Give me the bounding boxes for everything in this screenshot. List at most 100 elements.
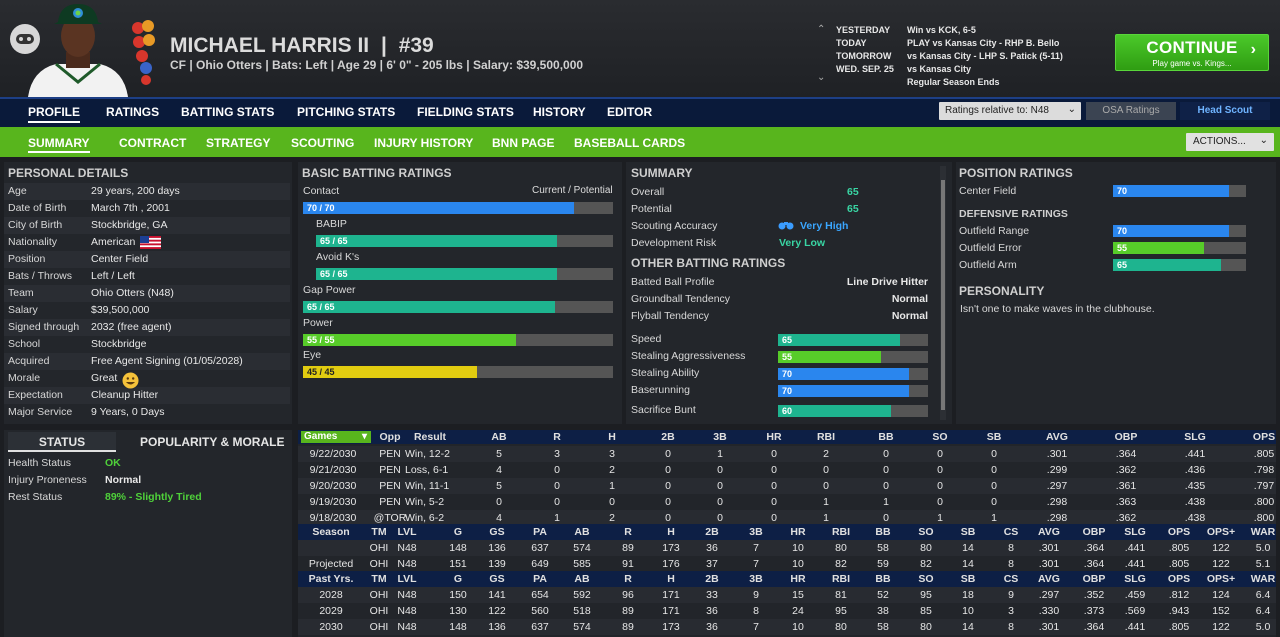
tab-editor[interactable]: EDITOR: [607, 105, 653, 119]
season-col-header[interactable]: WAR: [1250, 526, 1276, 538]
back-button[interactable]: [10, 24, 40, 54]
season-col-header[interactable]: SB: [960, 526, 976, 538]
subtab-bnn-page[interactable]: BNN PAGE: [492, 136, 555, 150]
games-cell[interactable]: 9/20/2030: [309, 480, 357, 492]
games-cell[interactable]: 9/22/2030: [309, 448, 357, 460]
season-col-header[interactable]: PA: [533, 526, 547, 538]
season-cell: 82: [835, 558, 847, 570]
games-cell[interactable]: 9/19/2030: [309, 496, 357, 508]
games-col-header[interactable]: AB: [491, 431, 507, 443]
season-col-header[interactable]: RBI: [831, 526, 851, 538]
ratings-relative-select[interactable]: Ratings relative to: N48 ⌄: [939, 102, 1081, 120]
schedule-text-0[interactable]: Win vs KCK, 6-5: [907, 25, 976, 35]
tab-history[interactable]: HISTORY: [533, 105, 586, 119]
games-col-header[interactable]: OBP: [1114, 431, 1138, 443]
season-col-header[interactable]: HR: [790, 573, 806, 585]
season-col-header[interactable]: Past Yrs.: [308, 573, 354, 585]
season-col-header[interactable]: CS: [1003, 573, 1019, 585]
games-col-header[interactable]: SB: [986, 431, 1002, 443]
schedule-text-3[interactable]: vs Kansas City: [907, 64, 972, 74]
season-col-header[interactable]: OPS: [1167, 526, 1191, 538]
schedule-down-icon[interactable]: ⌄: [817, 72, 826, 83]
games-col-header[interactable]: BB: [878, 431, 894, 443]
season-col-header[interactable]: LVL: [397, 526, 417, 538]
continue-button[interactable]: CONTINUE Play game vs. Kings... ›: [1115, 34, 1269, 71]
season-col-header[interactable]: AVG: [1038, 526, 1060, 538]
subtab-strategy[interactable]: STRATEGY: [206, 136, 271, 150]
season-col-header[interactable]: 2B: [705, 526, 719, 538]
season-col-header[interactable]: OPS+: [1206, 573, 1236, 585]
season-col-header[interactable]: RBI: [831, 573, 851, 585]
season-col-header[interactable]: H: [667, 526, 675, 538]
season-col-header[interactable]: CS: [1003, 526, 1019, 538]
season-col-header[interactable]: OPS: [1167, 573, 1191, 585]
subtab-baseball-cards[interactable]: BASEBALL CARDS: [574, 136, 686, 150]
season-col-header[interactable]: GS: [489, 526, 505, 538]
season-col-header[interactable]: SB: [960, 573, 976, 585]
season-col-header[interactable]: TM: [371, 573, 387, 585]
season-col-header[interactable]: OBP: [1082, 573, 1106, 585]
season-col-header[interactable]: TM: [371, 526, 387, 538]
tab-batting-stats[interactable]: BATTING STATS: [181, 105, 275, 119]
subtab-injury-history[interactable]: INJURY HISTORY: [374, 136, 474, 150]
season-col-header[interactable]: GS: [489, 573, 505, 585]
season-col-header[interactable]: G: [453, 526, 463, 538]
games-col-header[interactable]: H: [608, 431, 616, 443]
season-col-header[interactable]: G: [453, 573, 463, 585]
games-col-header[interactable]: OPS: [1252, 431, 1276, 443]
schedule-text-2[interactable]: vs Kansas City - LHP S. Patick (5-11): [907, 51, 1063, 61]
season-col-header[interactable]: BB: [875, 526, 891, 538]
games-col-header[interactable]: 2B: [661, 431, 675, 443]
tab-fielding-stats[interactable]: FIELDING STATS: [417, 105, 514, 119]
subtab-summary[interactable]: SUMMARY: [28, 136, 90, 153]
games-col-header[interactable]: 3B: [713, 431, 727, 443]
games-cell[interactable]: 9/18/2030: [309, 512, 357, 524]
season-col-header[interactable]: BB: [875, 573, 891, 585]
subtab-contract[interactable]: CONTRACT: [119, 136, 187, 150]
games-col-header[interactable]: AVG: [1046, 431, 1068, 443]
summary-scroll-thumb[interactable]: [941, 180, 945, 410]
season-col-header[interactable]: 3B: [749, 573, 763, 585]
season-col-header[interactable]: AVG: [1038, 573, 1060, 585]
season-col-header[interactable]: 3B: [749, 526, 763, 538]
games-col-header[interactable]: RBI: [816, 431, 836, 443]
tab-pitching-stats[interactable]: PITCHING STATS: [297, 105, 396, 119]
games-col-header[interactable]: SO: [932, 431, 948, 443]
season-col-header[interactable]: PA: [533, 573, 547, 585]
games-col-header[interactable]: Result: [413, 431, 447, 443]
season-col-header[interactable]: 2B: [705, 573, 719, 585]
tab-profile[interactable]: PROFILE: [28, 105, 81, 123]
summary-scrollbar[interactable]: [940, 166, 946, 420]
season-col-header[interactable]: SLG: [1124, 573, 1146, 585]
tab-ratings[interactable]: RATINGS: [106, 105, 160, 119]
schedule-text-1[interactable]: PLAY vs Kansas City - RHP B. Bello: [907, 38, 1060, 48]
popularity-morale-tab[interactable]: POPULARITY & MORALE: [140, 435, 285, 449]
season-col-header[interactable]: WAR: [1250, 573, 1276, 585]
season-col-header[interactable]: OBP: [1082, 526, 1106, 538]
season-col-header[interactable]: Season: [312, 526, 350, 538]
season-col-header[interactable]: R: [624, 573, 632, 585]
games-select[interactable]: Games ▾: [301, 431, 371, 443]
season-col-header[interactable]: SO: [918, 573, 934, 585]
season-col-header[interactable]: SLG: [1124, 526, 1146, 538]
season-col-header[interactable]: H: [667, 573, 675, 585]
season-col-header[interactable]: LVL: [397, 573, 417, 585]
season-cell: OHI: [369, 558, 389, 570]
osa-ratings-button[interactable]: OSA Ratings: [1086, 102, 1176, 120]
status-tab[interactable]: STATUS: [8, 432, 116, 452]
season-col-header[interactable]: R: [624, 526, 632, 538]
games-col-header[interactable]: R: [553, 431, 561, 443]
games-col-header[interactable]: HR: [766, 431, 782, 443]
games-col-header[interactable]: Opp: [379, 431, 401, 443]
season-col-header[interactable]: AB: [574, 526, 590, 538]
season-col-header[interactable]: HR: [790, 526, 806, 538]
schedule-up-icon[interactable]: ⌃: [817, 24, 826, 35]
head-scout-button[interactable]: Head Scout: [1180, 102, 1270, 120]
season-col-header[interactable]: AB: [574, 573, 590, 585]
games-cell[interactable]: 9/21/2030: [309, 464, 357, 476]
actions-dropdown[interactable]: ACTIONS... ⌄: [1186, 133, 1274, 151]
games-col-header[interactable]: SLG: [1184, 431, 1206, 443]
subtab-scouting[interactable]: SCOUTING: [291, 136, 355, 150]
season-col-header[interactable]: OPS+: [1206, 526, 1236, 538]
season-col-header[interactable]: SO: [918, 526, 934, 538]
